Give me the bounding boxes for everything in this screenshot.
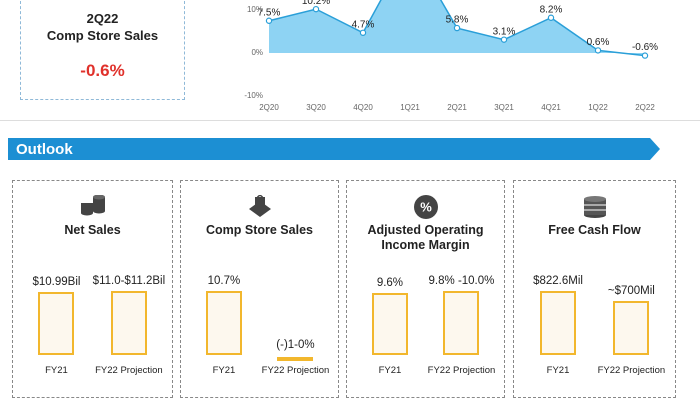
value-label: $10.99Bil: [32, 275, 81, 288]
separator: [0, 120, 700, 121]
point: [359, 29, 367, 36]
bar: [110, 291, 147, 355]
x-tick-label: 4Q20: [353, 103, 373, 112]
chart: 7.5% 2Q20 10.2% 3Q20 4.7% 4Q20 1Q21 5.8% 2Q21 3.1…: [8, 0, 660, 160]
category-label: FY22 Projection: [261, 365, 330, 376]
category-label: FY21: [546, 365, 570, 376]
value-label: $11.0-$11.2Bil: [92, 275, 166, 287]
value-label: 8.2%: [540, 4, 563, 15]
value-label: 3.1%: [493, 26, 516, 37]
card-title: Comp Store Sales: [206, 223, 313, 237]
point: [453, 24, 461, 32]
outlook-card: % Adjusted Operating Income Margin 9.6% FY2…: [346, 180, 505, 398]
category-label: FY21: [212, 365, 236, 376]
x-tick-label: 1Q21: [400, 103, 420, 112]
icon: [80, 195, 105, 216]
y-tick-label: 0%: [251, 48, 263, 57]
card-title: Net Sales: [64, 223, 121, 237]
kpi-value: -0.6%: [80, 61, 125, 80]
point: [312, 5, 320, 13]
svg-text:%: %: [420, 199, 432, 214]
value-label: 9.8% -10.0%: [428, 275, 495, 287]
outlook-card: Free Cash Flow $822.6Mil FY21 ~$700Mil FY22 …: [513, 180, 676, 398]
value-label: 10.7%: [207, 275, 241, 287]
kpi-box: 2Q22 Comp Store Sales -0.6%: [20, 0, 185, 100]
x-tick-label: 2Q22: [635, 103, 655, 112]
point: [500, 36, 508, 43]
outlook-card: Comp Store Sales 10.7% FY21 (-)1-0% FY22 Pro…: [180, 180, 339, 398]
bar: [613, 300, 650, 355]
category-label: FY22 Projection: [427, 365, 496, 376]
category-label: FY22 Projection: [95, 365, 163, 376]
value-label: -0.6%: [632, 42, 658, 53]
icon: [583, 196, 606, 218]
x-tick-label: 1Q22: [588, 103, 608, 112]
card-title: Adjusted Operating Income Margin: [367, 223, 484, 252]
value-label: 10.2%: [302, 0, 330, 7]
value-label: 4.7%: [352, 19, 375, 30]
kpi-period: 2Q22: [86, 11, 119, 26]
x-tick-label: 3Q21: [494, 103, 514, 112]
value-label: 7.5%: [258, 7, 281, 18]
value-label: 9.6%: [376, 276, 404, 289]
kpi-label: Comp Store Sales: [46, 28, 159, 43]
value-label: (-)1-0%: [276, 339, 315, 351]
value-label: ~$700Mil: [607, 284, 655, 297]
icon: %: [413, 195, 438, 219]
point: [547, 14, 555, 21]
bar: [443, 291, 480, 355]
outlook-banner: [8, 138, 660, 160]
outlook-card: Net Sales $10.99Bil FY21 $11.0-$11.2Bil FY22…: [12, 180, 173, 398]
x-tick-label: 3Q20: [306, 103, 326, 112]
bar: [38, 291, 75, 355]
value-label: 5.8%: [446, 15, 469, 26]
bar: [205, 291, 242, 355]
y-tick-label: 10%: [247, 5, 263, 14]
icon: [248, 195, 271, 217]
outlook-title: Outlook: [16, 141, 73, 158]
bar: [277, 357, 314, 361]
x-tick-label: 2Q20: [259, 103, 279, 112]
x-tick-label: 2Q21: [447, 103, 467, 112]
point: [641, 52, 649, 59]
value-label: $822.6Mil: [533, 275, 583, 287]
point: [594, 47, 602, 54]
area: [269, 0, 645, 56]
value-label: 0.6%: [587, 37, 610, 48]
category-label: FY21: [45, 365, 68, 376]
x-tick-label: 4Q21: [541, 103, 561, 112]
point: [265, 17, 273, 24]
card-title: Free Cash Flow: [548, 223, 641, 237]
category-label: FY21: [378, 365, 402, 376]
bar: [371, 292, 408, 355]
y-tick-label: -10%: [244, 91, 263, 100]
series: 7.5% 2Q20 10.2% 3Q20 4.7% 4Q20 1Q21 5.8% 2Q21 3.1…: [258, 0, 658, 112]
category-label: FY22 Projection: [597, 365, 666, 376]
bar: [540, 291, 576, 355]
